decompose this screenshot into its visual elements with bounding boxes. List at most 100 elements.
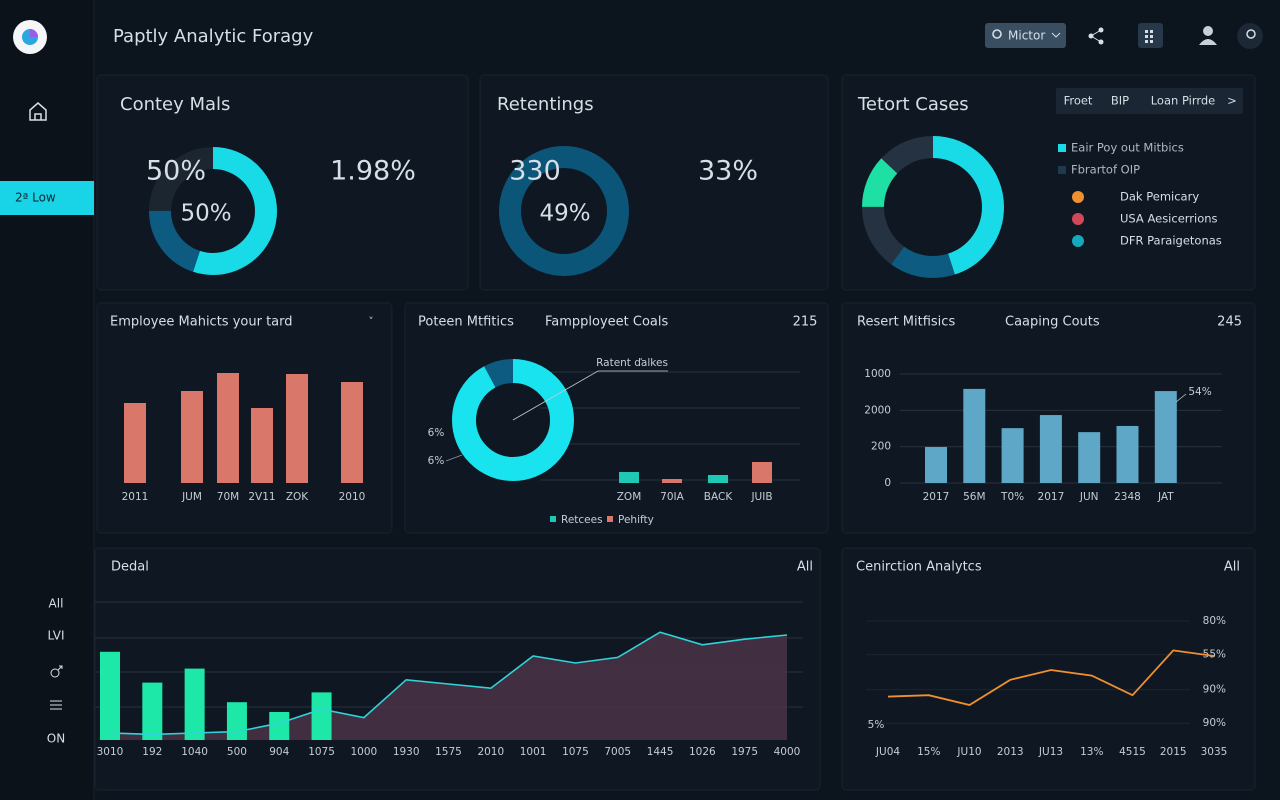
x-tick-label: JUM <box>181 491 202 503</box>
donut-segment <box>149 147 277 275</box>
x-tick-label: 2010 <box>339 491 366 503</box>
annotation: 54% <box>1188 386 1211 398</box>
x-tick-label: 192 <box>142 746 162 758</box>
nav-item[interactable]: All <box>49 597 64 611</box>
panel-menu: ˅ <box>368 316 373 328</box>
share-icon[interactable] <box>1088 27 1104 45</box>
x-tick-label: 7005 <box>604 746 631 758</box>
bar <box>963 388 986 483</box>
x-tick-label: 1001 <box>520 746 547 758</box>
tab: Loan Pirrde <box>1151 94 1216 108</box>
x-tick-label: 4000 <box>774 746 801 758</box>
legend-swatch <box>1072 191 1084 203</box>
panel-title: Resert Mitfisics <box>857 315 955 330</box>
tab: > <box>1227 94 1237 108</box>
bar <box>925 447 947 483</box>
stat-value: 330 <box>509 156 561 187</box>
donut-segment <box>862 136 1004 278</box>
legend-label: Pehifty <box>618 514 654 526</box>
legend-label: Eair Poy out Mitbics <box>1071 141 1184 155</box>
bar <box>124 403 146 483</box>
x-tick-label: 70IA <box>660 491 684 503</box>
profile-button[interactable] <box>1237 23 1263 49</box>
panel-title: Employee Mahicts your tard <box>110 315 293 330</box>
donut-segment <box>862 136 1004 278</box>
nav-icon[interactable] <box>50 665 63 678</box>
x-tick-label: 2V11 <box>248 491 275 503</box>
bar <box>286 374 308 483</box>
app-title: Paptly Analytic Foragy <box>113 26 314 47</box>
donut-segment <box>452 359 574 481</box>
annotation-line <box>512 370 668 421</box>
x-tick-label: JU04 <box>875 746 900 758</box>
x-tick-label: 1000 <box>351 746 378 758</box>
side-label: 6% <box>428 427 445 439</box>
panel-title: Dedal <box>111 560 149 575</box>
nav-active[interactable] <box>0 181 94 215</box>
tab: Froet <box>1064 94 1093 108</box>
nav-active-label: 2ª Low <box>15 191 56 205</box>
search-label: Mictor <box>1008 29 1045 43</box>
search-button[interactable] <box>985 23 1066 48</box>
legend-label: Retcees <box>561 514 603 526</box>
grid-icon <box>1145 30 1153 43</box>
x-tick-label: 2017 <box>923 491 950 503</box>
x-tick-label: 2348 <box>1114 491 1141 503</box>
panel-subtitle: Fampployeet Coals <box>545 315 669 330</box>
profile-icon <box>1246 29 1256 39</box>
x-tick-label: 1026 <box>689 746 716 758</box>
nav-item[interactable]: LVI <box>47 629 64 643</box>
annotation-line <box>1175 393 1187 403</box>
side-label: 6% <box>428 455 445 467</box>
panel <box>841 74 1256 291</box>
legend-label: Dak Pemicary <box>1120 190 1199 204</box>
panel <box>479 74 829 291</box>
panel-stat: 215 <box>793 315 818 330</box>
panel-filter: All <box>797 560 813 575</box>
stat-value: 33% <box>698 156 758 187</box>
area <box>110 632 787 740</box>
panel-title: Cenirction Analytcs <box>856 560 982 575</box>
legend-swatch <box>550 516 556 522</box>
nav-item[interactable]: ON <box>47 732 65 746</box>
panel <box>96 74 469 291</box>
panel-title: Poteen Mtfitics <box>418 315 514 330</box>
x-tick-label: 2013 <box>997 746 1024 758</box>
x-tick-label: JUN <box>1079 491 1099 503</box>
panel <box>96 302 393 534</box>
bar <box>311 692 332 740</box>
legend-swatch <box>1058 166 1066 174</box>
panel-title: Tetort Cases <box>857 94 969 115</box>
x-tick-label: ZOM <box>617 491 642 503</box>
bar <box>226 702 247 740</box>
bar <box>269 712 290 740</box>
x-tick-label: 1445 <box>647 746 674 758</box>
sidebar <box>0 0 94 800</box>
line <box>887 649 1215 706</box>
y-tick-label: 2000 <box>864 404 891 416</box>
x-tick-label: 2011 <box>122 491 149 503</box>
stat-value: 1.98% <box>330 156 416 187</box>
x-tick-label: JAT <box>1157 491 1174 503</box>
bar <box>1154 391 1177 483</box>
bar <box>662 479 682 483</box>
x-tick-label: 56M <box>963 491 985 503</box>
x-tick-label: 1075 <box>562 746 589 758</box>
x-tick-label: 1040 <box>181 746 208 758</box>
donut-segment <box>499 146 629 276</box>
x-tick-label: 2017 <box>1038 491 1065 503</box>
nav-icon[interactable] <box>50 700 62 710</box>
bar <box>708 475 728 483</box>
panel-filter: All <box>1224 560 1240 575</box>
bar <box>341 382 363 483</box>
y-tick-label: 200 <box>871 441 891 453</box>
bar <box>217 373 239 483</box>
home-icon[interactable] <box>29 102 47 121</box>
legend-swatch <box>1058 144 1066 152</box>
bar <box>1078 432 1101 483</box>
user-icon[interactable] <box>1199 26 1217 45</box>
bar <box>1001 428 1024 483</box>
legend-label: DFR Paraigetonas <box>1120 234 1222 248</box>
x-tick-label: JU13 <box>1038 746 1063 758</box>
